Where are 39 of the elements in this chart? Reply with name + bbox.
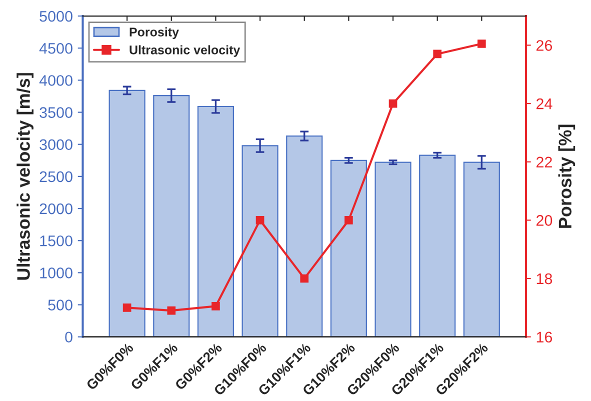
bar [153, 95, 190, 337]
bar [108, 90, 146, 337]
y2-tick-label: 20 [536, 215, 552, 226]
bar [374, 162, 412, 337]
point [122, 304, 132, 312]
bar [286, 135, 323, 337]
y-axis-title: Ultrasonic velocity [m/s] [16, 73, 34, 280]
y-tick-label: 2000 [40, 203, 72, 214]
bar [197, 106, 234, 337]
bar [330, 160, 367, 337]
y2-tick-label: 16 [536, 332, 552, 343]
legend-label: Porosity [130, 27, 179, 39]
point [344, 216, 353, 224]
y2-tick-label: 18 [536, 273, 552, 284]
y2-tick-label: 24 [536, 98, 552, 110]
bar [419, 154, 456, 337]
point [167, 306, 176, 315]
point [300, 274, 309, 283]
y-tick-label: 4500 [39, 42, 72, 54]
y-tick-label: 500 [48, 300, 72, 310]
y-tick-label: 3000 [40, 139, 72, 150]
point [433, 50, 442, 58]
y-tick-label: 1000 [40, 268, 72, 278]
point [478, 40, 486, 48]
y-tick-label: 2500 [40, 171, 72, 182]
y-tick-label: 3500 [40, 107, 72, 118]
y-tick-label: 0 [65, 332, 72, 343]
point [388, 99, 398, 108]
y2-axis-title: Porosity [%] [558, 124, 576, 228]
point [212, 302, 220, 310]
bar [242, 145, 278, 337]
legend-label: Ultrasonic velocity [130, 45, 240, 57]
y-tick-label: 5000 [40, 10, 72, 22]
point [256, 216, 264, 224]
y2-tick-label: 26 [536, 40, 552, 51]
y-tick-label: 1500 [40, 235, 72, 246]
y2-tick-label: 22 [536, 156, 552, 168]
y-tick-label: 4000 [39, 75, 72, 86]
bar [463, 162, 500, 337]
